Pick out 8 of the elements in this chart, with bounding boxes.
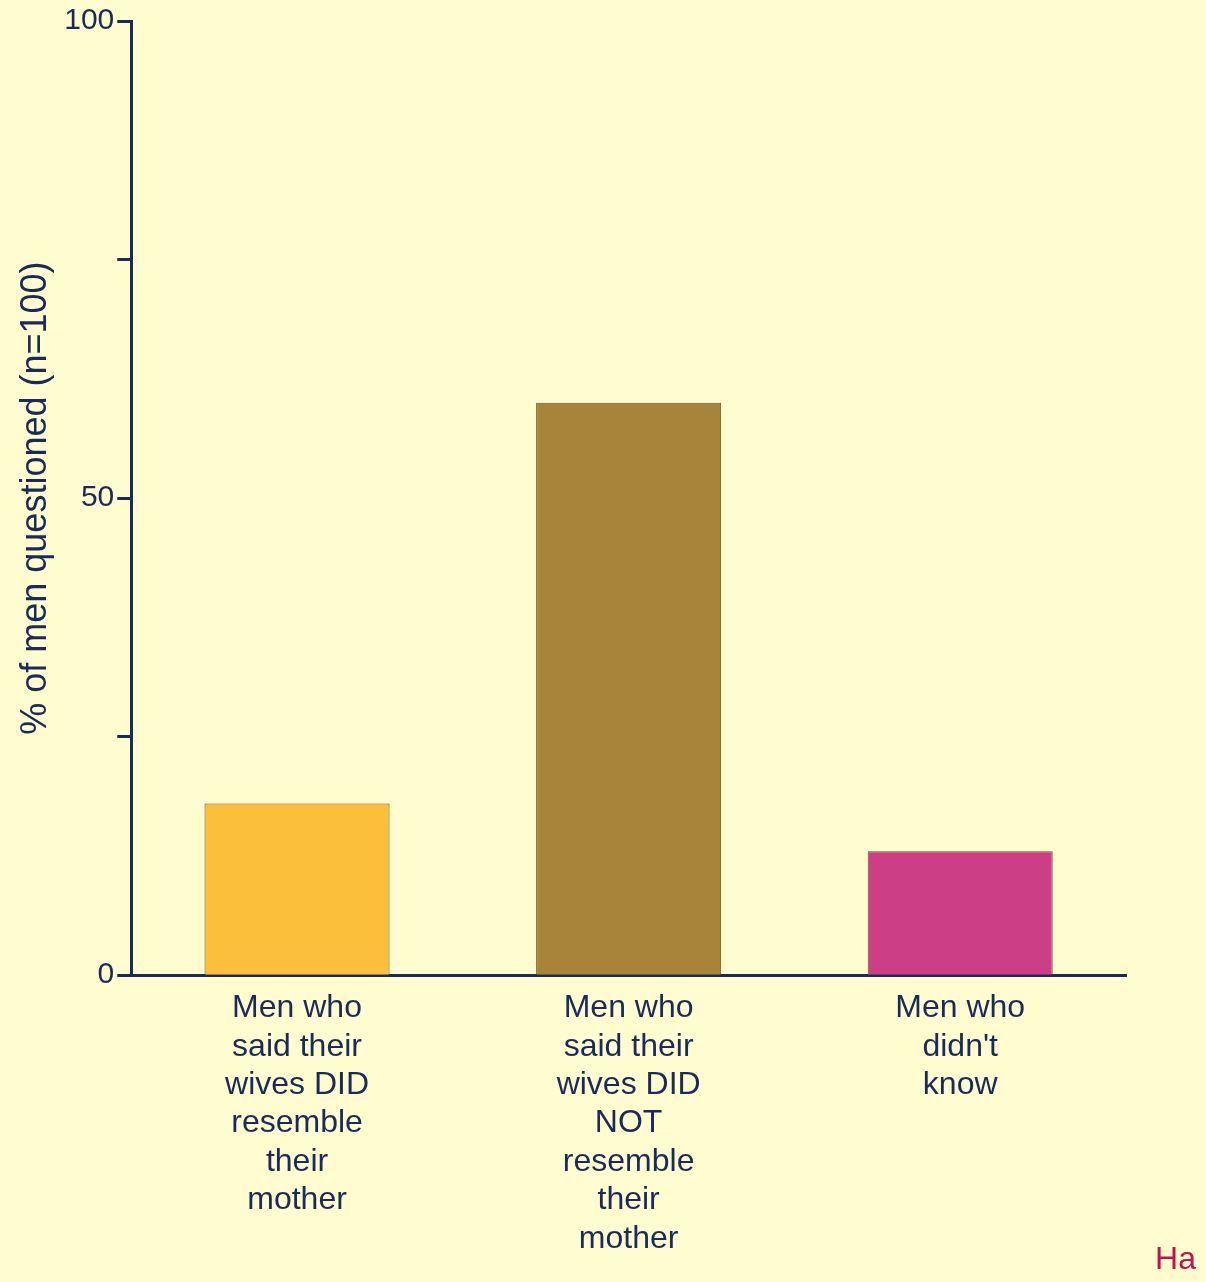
x-tick-label: Men who said their wives DID resemble their mother — [224, 988, 370, 1217]
y-tick-label: 100 — [64, 2, 115, 36]
y-tick-label: 0 — [97, 956, 115, 990]
x-tick-label: Men who said their wives DID NOT resemble their mother — [555, 988, 701, 1255]
y-axis-title: % of men questioned (n=100) — [12, 261, 54, 735]
x-tick-label: Men who didn't know — [895, 988, 1026, 1102]
y-tick-label: 50 — [80, 479, 115, 513]
text: Ha — [1155, 1239, 1197, 1276]
